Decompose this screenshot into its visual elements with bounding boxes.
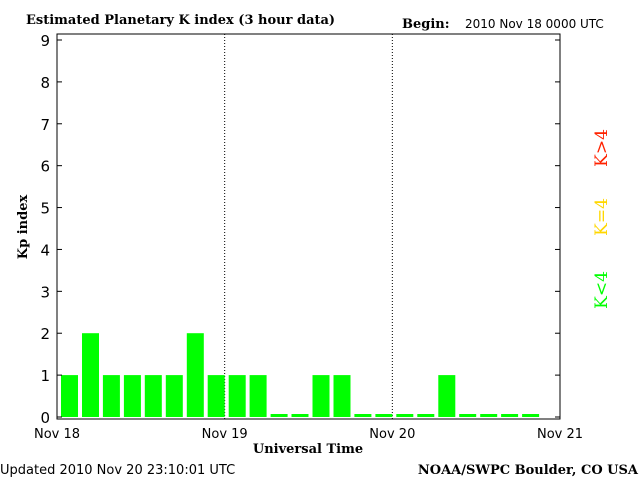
- y-axis-ticks: 0 1 2 3 4 5 6 7 8 9: [40, 32, 560, 427]
- x-axis-label: Universal Time: [253, 442, 363, 457]
- y-tick-label: 4: [40, 241, 50, 259]
- kp-bar: [165, 375, 183, 417]
- kp-bar: [249, 375, 267, 417]
- kp-bar: [102, 375, 120, 417]
- y-tick-label: 1: [40, 367, 50, 385]
- kp-bar: [522, 414, 540, 417]
- legend-label: K>4: [592, 129, 612, 167]
- kp-bar: [291, 414, 309, 417]
- y-tick-label: 8: [40, 74, 50, 92]
- kp-bar: [480, 414, 498, 417]
- plot-frame: [56, 33, 561, 420]
- chart-title: Estimated Planetary K index (3 hour data…: [26, 13, 335, 28]
- legend-item: K=4: [592, 198, 612, 236]
- y-tick-label: 7: [40, 116, 50, 134]
- day-separators: [224, 34, 393, 419]
- kp-bar: [459, 414, 477, 417]
- kp-bar: [312, 375, 330, 417]
- kp-bar: [438, 375, 456, 417]
- begin-label: Begin:: [402, 17, 450, 32]
- kp-bar: [417, 414, 435, 417]
- kp-bar: [228, 375, 246, 417]
- x-tick-label: Nov 18: [34, 427, 80, 442]
- y-tick-label: 0: [40, 409, 50, 427]
- footer-updated: Updated 2010 Nov 20 23:10:01 UTC: [0, 463, 235, 478]
- legend-item: K>4: [592, 129, 612, 167]
- kp-bar: [82, 333, 99, 417]
- x-tick-label: Nov 21: [537, 427, 583, 442]
- kp-bar: [375, 414, 393, 417]
- x-tick-label: Nov 20: [369, 427, 415, 442]
- x-axis-ticks: Nov 18 Nov 19 Nov 20 Nov 21: [34, 427, 583, 442]
- kp-bar: [396, 414, 414, 417]
- kp-bar: [207, 375, 225, 417]
- kp-bar: [123, 375, 141, 417]
- kp-bar: [501, 414, 519, 417]
- x-tick-label: Nov 19: [202, 427, 248, 442]
- legend-label: K<4: [592, 271, 612, 309]
- legend: K<4 K=4 K>4: [592, 129, 612, 309]
- kp-bar: [354, 414, 372, 417]
- bar-series: [61, 333, 540, 417]
- y-tick-label: 3: [40, 283, 50, 301]
- y-tick-label: 5: [40, 200, 50, 218]
- legend-label: K=4: [592, 198, 612, 236]
- kp-bar: [270, 414, 288, 417]
- kp-bar: [144, 375, 162, 417]
- legend-item: K<4: [592, 271, 612, 309]
- y-tick-label: 9: [40, 32, 50, 50]
- begin-value: 2010 Nov 18 0000 UTC: [465, 17, 604, 31]
- kp-bar: [61, 375, 78, 417]
- y-tick-label: 2: [40, 325, 50, 343]
- kp-bar: [186, 333, 204, 417]
- y-axis-label: Kp index: [16, 195, 31, 260]
- y-tick-label: 6: [40, 158, 50, 176]
- kp-bar: [333, 375, 351, 417]
- footer-source: NOAA/SWPC Boulder, CO USA: [418, 463, 639, 478]
